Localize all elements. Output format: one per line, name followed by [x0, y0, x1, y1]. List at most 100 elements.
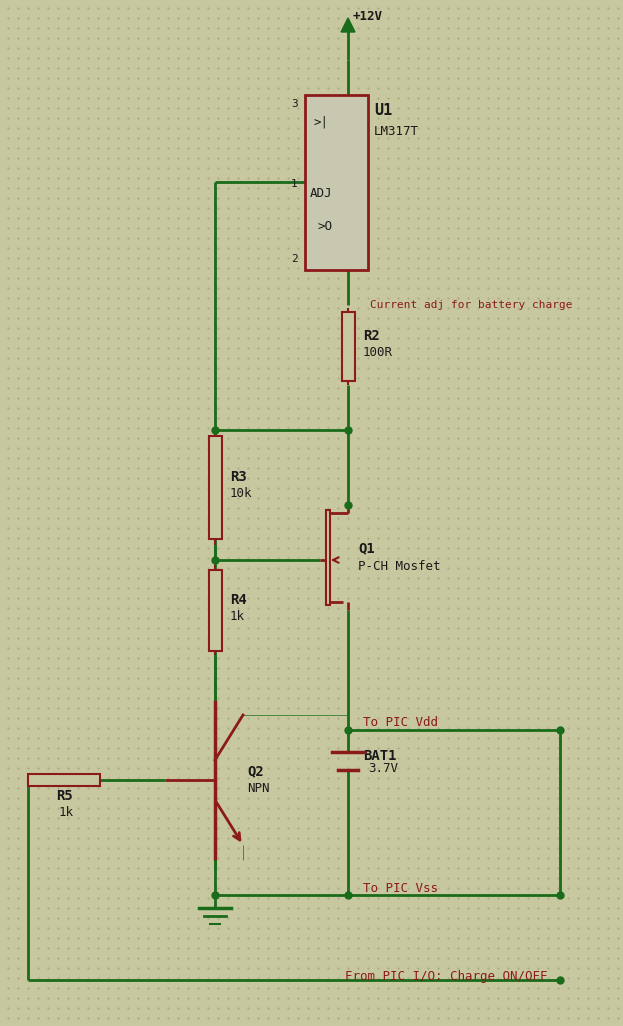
- Point: [613, 470, 623, 486]
- Point: [383, 160, 393, 176]
- Point: [583, 489, 593, 506]
- Point: [473, 520, 483, 537]
- Point: [123, 550, 133, 566]
- Point: [513, 970, 523, 986]
- Point: [93, 500, 103, 516]
- Point: [23, 60, 33, 76]
- Point: [333, 280, 343, 297]
- Point: [303, 440, 313, 457]
- Point: [63, 860, 73, 876]
- Point: [223, 680, 233, 697]
- Point: [23, 300, 33, 316]
- Point: [233, 580, 243, 596]
- Point: [323, 0, 333, 16]
- Point: [43, 930, 53, 946]
- Point: [593, 919, 603, 936]
- Point: [163, 500, 173, 516]
- Point: [553, 40, 563, 56]
- Point: [493, 480, 503, 497]
- Point: [133, 860, 143, 876]
- Point: [383, 940, 393, 956]
- Point: [423, 919, 433, 936]
- Point: [183, 620, 193, 636]
- Point: [323, 230, 333, 246]
- Point: [303, 10, 313, 27]
- Point: [613, 409, 623, 426]
- Point: [363, 729, 373, 746]
- Point: [13, 550, 23, 566]
- Point: [373, 680, 383, 697]
- Point: [233, 820, 243, 836]
- Point: [3, 820, 13, 836]
- Point: [333, 230, 343, 246]
- Point: [133, 340, 143, 356]
- Point: [303, 480, 313, 497]
- Point: [253, 919, 263, 936]
- Point: [33, 350, 43, 366]
- Point: [483, 120, 493, 136]
- Point: [153, 910, 163, 926]
- Point: [503, 529, 513, 546]
- Point: [433, 590, 443, 606]
- Point: [433, 810, 443, 826]
- Point: [53, 860, 63, 876]
- Point: [423, 260, 433, 276]
- Point: [243, 850, 253, 866]
- Point: [453, 430, 463, 446]
- Point: [613, 510, 623, 526]
- Point: [403, 910, 413, 926]
- Point: [533, 440, 543, 457]
- Point: [53, 620, 63, 636]
- Point: [433, 500, 443, 516]
- Point: [113, 150, 123, 166]
- Point: [453, 790, 463, 806]
- Point: [543, 870, 553, 886]
- Point: [343, 850, 353, 866]
- Point: [33, 520, 43, 537]
- Point: [63, 649, 73, 666]
- Point: [3, 680, 13, 697]
- Point: [23, 50, 33, 67]
- Point: [33, 970, 43, 986]
- Point: [203, 860, 213, 876]
- Point: [363, 850, 373, 866]
- Point: [433, 890, 443, 906]
- Point: [63, 609, 73, 626]
- Point: [473, 999, 483, 1016]
- Point: [183, 100, 193, 116]
- Point: [453, 870, 463, 886]
- Point: [163, 80, 173, 96]
- Point: [513, 70, 523, 86]
- Point: [123, 60, 133, 76]
- Point: [33, 230, 43, 246]
- Point: [63, 980, 73, 996]
- Point: [163, 680, 173, 697]
- Point: [173, 850, 183, 866]
- Point: [203, 710, 213, 726]
- Point: [503, 130, 513, 147]
- Point: [463, 580, 473, 596]
- Point: [3, 970, 13, 986]
- Point: [503, 390, 513, 406]
- Point: [253, 500, 263, 516]
- Point: [493, 670, 503, 686]
- Point: [593, 0, 603, 16]
- Point: [573, 529, 583, 546]
- Point: [233, 90, 243, 107]
- Point: [253, 910, 263, 926]
- Point: [113, 609, 123, 626]
- Point: [33, 420, 43, 436]
- Point: [53, 90, 63, 107]
- Point: [93, 460, 103, 476]
- Point: [293, 940, 303, 956]
- Point: [183, 980, 193, 996]
- Point: [223, 940, 233, 956]
- Point: [183, 140, 193, 156]
- Point: [173, 520, 183, 537]
- Point: [53, 500, 63, 516]
- Point: [453, 700, 463, 716]
- Point: [393, 850, 403, 866]
- Point: [393, 340, 403, 356]
- Point: [33, 260, 43, 276]
- Point: [543, 130, 553, 147]
